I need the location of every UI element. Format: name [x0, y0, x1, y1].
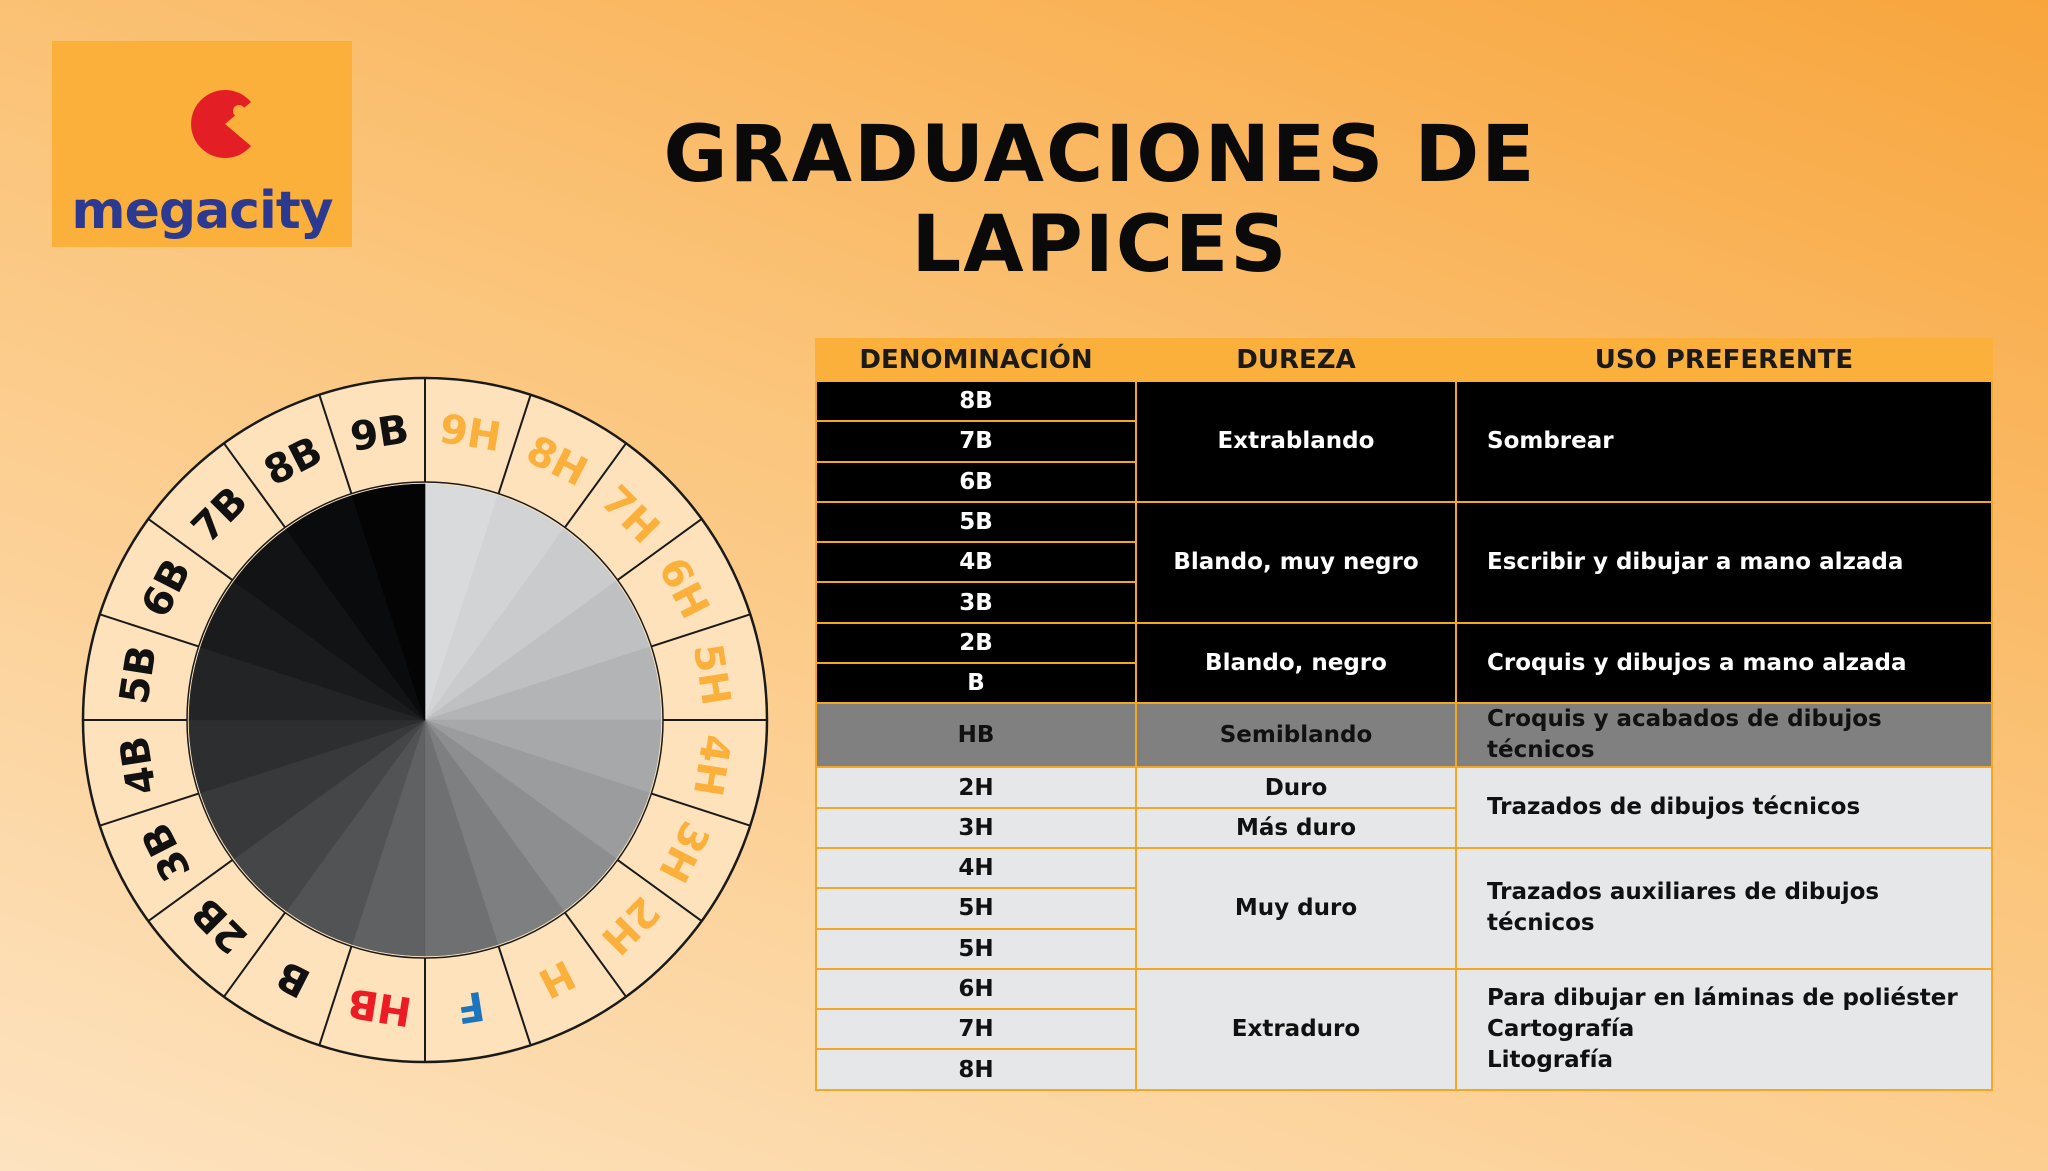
hardness-cell: Extrablando: [1135, 380, 1457, 503]
hardness-cell: Semiblando: [1135, 702, 1457, 769]
hardness-cell: Más duro: [1135, 806, 1457, 849]
grade-table: DENOMINACIÓN DUREZA USO PREFERENTE 8B Ex…: [815, 338, 1993, 1091]
usage-cell: Sombrear: [1455, 380, 1993, 503]
grade-cell: 8B: [815, 379, 1137, 423]
wheel-label-5h: 5H: [684, 641, 739, 709]
wheel-label-4b: 4B: [111, 733, 166, 798]
usage-cell: Croquis y dibujos a mano alzada: [1455, 621, 1993, 705]
header-denominacion: DENOMINACIÓN: [815, 338, 1137, 382]
grade-cell: 6H: [815, 967, 1137, 1011]
wheel-divider: [147, 518, 234, 581]
usage-cell: Trazados auxiliares de dibujos técnicos: [1455, 846, 1993, 970]
grade-cell: 3B: [815, 581, 1137, 624]
table-row: 5B Blando, muy negro Escribir y dibujar …: [815, 500, 1993, 624]
grade-cell: B: [815, 662, 1137, 705]
hardness-cell: Muy duro: [1135, 846, 1457, 970]
wheel-divider: [318, 394, 353, 494]
wheel-divider: [99, 792, 199, 827]
usage-line: Para dibujar en láminas de poliéster: [1487, 984, 1958, 1011]
grade-cell: 4B: [815, 541, 1137, 584]
usage-line: Cartografía: [1487, 1015, 1635, 1042]
table-row: 7H: [815, 1008, 1992, 1051]
wheel-divider: [651, 792, 751, 827]
usage-line: Litografía: [1487, 1046, 1614, 1073]
table-row: 6H Extraduro Para dibujar en láminas de …: [815, 967, 1993, 1091]
wheel-label-5b: 5B: [111, 642, 166, 707]
table-row: 6B: [815, 460, 1992, 503]
wheel-label-9b: 9B: [347, 406, 412, 461]
grade-cell: 6B: [815, 460, 1137, 503]
wheel-label-9h: 9H: [436, 406, 504, 461]
table-row: 5H: [815, 887, 1992, 930]
wheel-divider: [616, 518, 703, 581]
table-row: 4H Muy duro Trazados auxiliares de dibuj…: [815, 846, 1993, 970]
page-title: GRADUACIONES DE LAPICES: [663, 110, 1537, 290]
wheel-divider: [564, 911, 627, 998]
table-row: 3H Más duro: [815, 806, 1992, 849]
wheel-divider: [651, 613, 751, 648]
wheel-inner-border: [186, 481, 664, 959]
wheel-divider: [497, 946, 532, 1046]
table-row: 4B: [815, 541, 1992, 584]
table-row: 8H: [815, 1048, 1992, 1091]
grade-cell: 8H: [815, 1048, 1137, 1091]
hardness-cell: Blando, negro: [1135, 621, 1457, 705]
wheel-divider: [616, 859, 703, 922]
table-row: 3B: [815, 581, 1992, 624]
hardness-cell: Duro: [1135, 766, 1457, 809]
wheel-divider: [99, 613, 199, 648]
hardness-cell: Blando, muy negro: [1135, 500, 1457, 624]
wheel-divider: [223, 442, 286, 529]
wheel-divider: [564, 442, 627, 529]
shade-slice-9b: [351, 483, 426, 721]
table-row: 5H: [815, 927, 1992, 970]
header-uso-preferente: USO PREFERENTE: [1455, 338, 1993, 382]
usage-cell: Trazados de dibujos técnicos: [1455, 766, 1993, 849]
grade-cell: 4H: [815, 846, 1137, 890]
wheel-label-4h: 4H: [684, 731, 739, 799]
table-row: HB Semiblando Croquis y acabados de dibu…: [815, 702, 1993, 769]
grade-cell: 5H: [815, 927, 1137, 970]
table-row: 2H Duro Trazados de dibujos técnicos: [815, 766, 1993, 849]
wheel-divider: [497, 394, 532, 494]
wheel-divider: [147, 859, 234, 922]
grade-cell: 5H: [815, 887, 1137, 930]
usage-cell: Escribir y dibujar a mano alzada: [1455, 500, 1993, 624]
table-row: 7B: [815, 420, 1992, 463]
grade-cell: HB: [815, 702, 1137, 769]
wheel-divider: [223, 911, 286, 998]
grade-cell: 2B: [815, 621, 1137, 665]
header-dureza: DUREZA: [1135, 338, 1457, 382]
usage-cell: Croquis y acabados de dibujos técnicos: [1455, 702, 1993, 769]
table-row: B: [815, 662, 1992, 705]
usage-cell: Para dibujar en láminas de poliéster Car…: [1455, 967, 1993, 1091]
grade-cell: 3H: [815, 806, 1137, 849]
grade-cell: 5B: [815, 500, 1137, 544]
grade-cell: 7B: [815, 420, 1137, 463]
wheel-divider: [318, 946, 353, 1046]
pacman-logo-icon: [191, 90, 251, 158]
table-row: 8B Extrablando Sombrear: [815, 379, 1993, 503]
wheel-label-hb: HB: [344, 979, 414, 1034]
megacity-logo: megacity: [52, 41, 352, 247]
hardness-cell: Extraduro: [1135, 967, 1457, 1091]
grade-cell: 2H: [815, 766, 1137, 809]
table-row: 2B Blando, negro Croquis y dibujos a man…: [815, 621, 1993, 705]
grade-cell: 7H: [815, 1008, 1137, 1051]
logo-text: megacity: [71, 181, 333, 241]
table-header-row: DENOMINACIÓN DUREZA USO PREFERENTE: [815, 338, 1993, 382]
